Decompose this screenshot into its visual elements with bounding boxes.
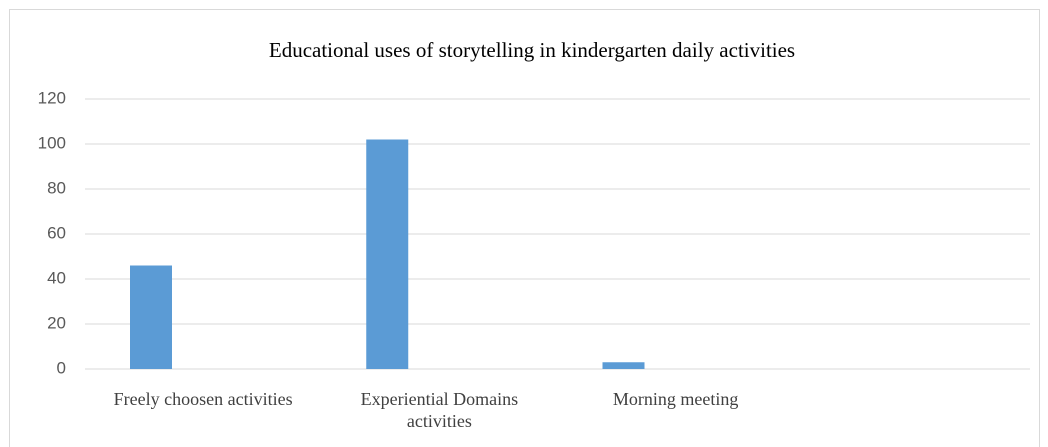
chart-border	[9, 9, 1040, 447]
y-tick-label: 60	[47, 223, 66, 242]
y-tick-label: 100	[38, 133, 66, 152]
y-tick-label: 120	[38, 88, 66, 107]
y-tick-label: 80	[47, 178, 66, 197]
y-tick-label: 0	[57, 358, 66, 377]
y-tick-label: 20	[47, 313, 66, 332]
x-tick-label: Morning meeting	[612, 389, 739, 409]
bar	[366, 139, 409, 369]
y-tick-label: 40	[47, 268, 66, 287]
chart-title: Educational uses of storytelling in kind…	[269, 38, 795, 62]
x-tick-label: Freely choosen activities	[113, 389, 293, 409]
bar	[602, 362, 645, 369]
bar	[130, 265, 172, 369]
x-tick-label: Experiential Domains activities	[360, 389, 519, 431]
